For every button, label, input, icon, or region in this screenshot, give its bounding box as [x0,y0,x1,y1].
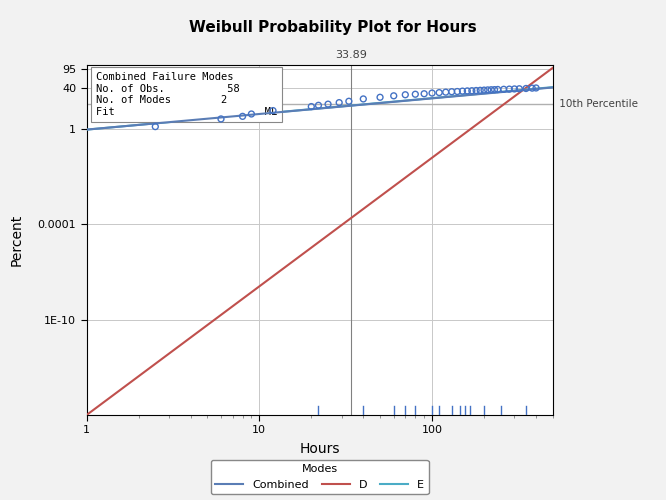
Text: Weibull Probability Plot for Hours: Weibull Probability Plot for Hours [189,20,477,35]
Text: 33.89: 33.89 [335,50,367,60]
Point [457,87,468,95]
Point [216,115,226,123]
Point [521,84,531,92]
Text: Combined Failure Modes
No. of Obs.          58
No. of Modes        2
Fit        : Combined Failure Modes No. of Obs. 58 No… [96,72,277,117]
Point [514,85,525,93]
Point [498,86,509,94]
Point [490,86,500,94]
Point [504,85,515,93]
Point [237,112,248,120]
Point [388,92,399,100]
Point [462,87,473,95]
Point [492,86,503,94]
Point [479,86,490,94]
Point [440,88,451,96]
Point [306,102,316,110]
Point [150,122,161,130]
Point [482,86,493,94]
Point [323,100,334,108]
Point [446,88,457,96]
Y-axis label: Percent: Percent [9,214,24,266]
Point [452,88,463,96]
Point [509,85,519,93]
Point [375,94,386,102]
Point [475,86,486,94]
Point [486,86,497,94]
X-axis label: Hours: Hours [300,442,340,456]
Legend: Combined, D, E: Combined, D, E [211,460,428,494]
Point [246,110,256,118]
Point [344,98,354,106]
Point [334,98,344,106]
Point [427,89,438,97]
Point [358,95,369,103]
Text: 10th Percentile: 10th Percentile [556,99,638,109]
Point [313,102,324,110]
Point [434,88,444,96]
Point [419,90,430,98]
Point [466,86,477,94]
Point [527,84,537,92]
Point [471,86,482,94]
Point [410,90,421,98]
Point [400,90,411,98]
Point [531,84,541,92]
Point [268,106,278,114]
